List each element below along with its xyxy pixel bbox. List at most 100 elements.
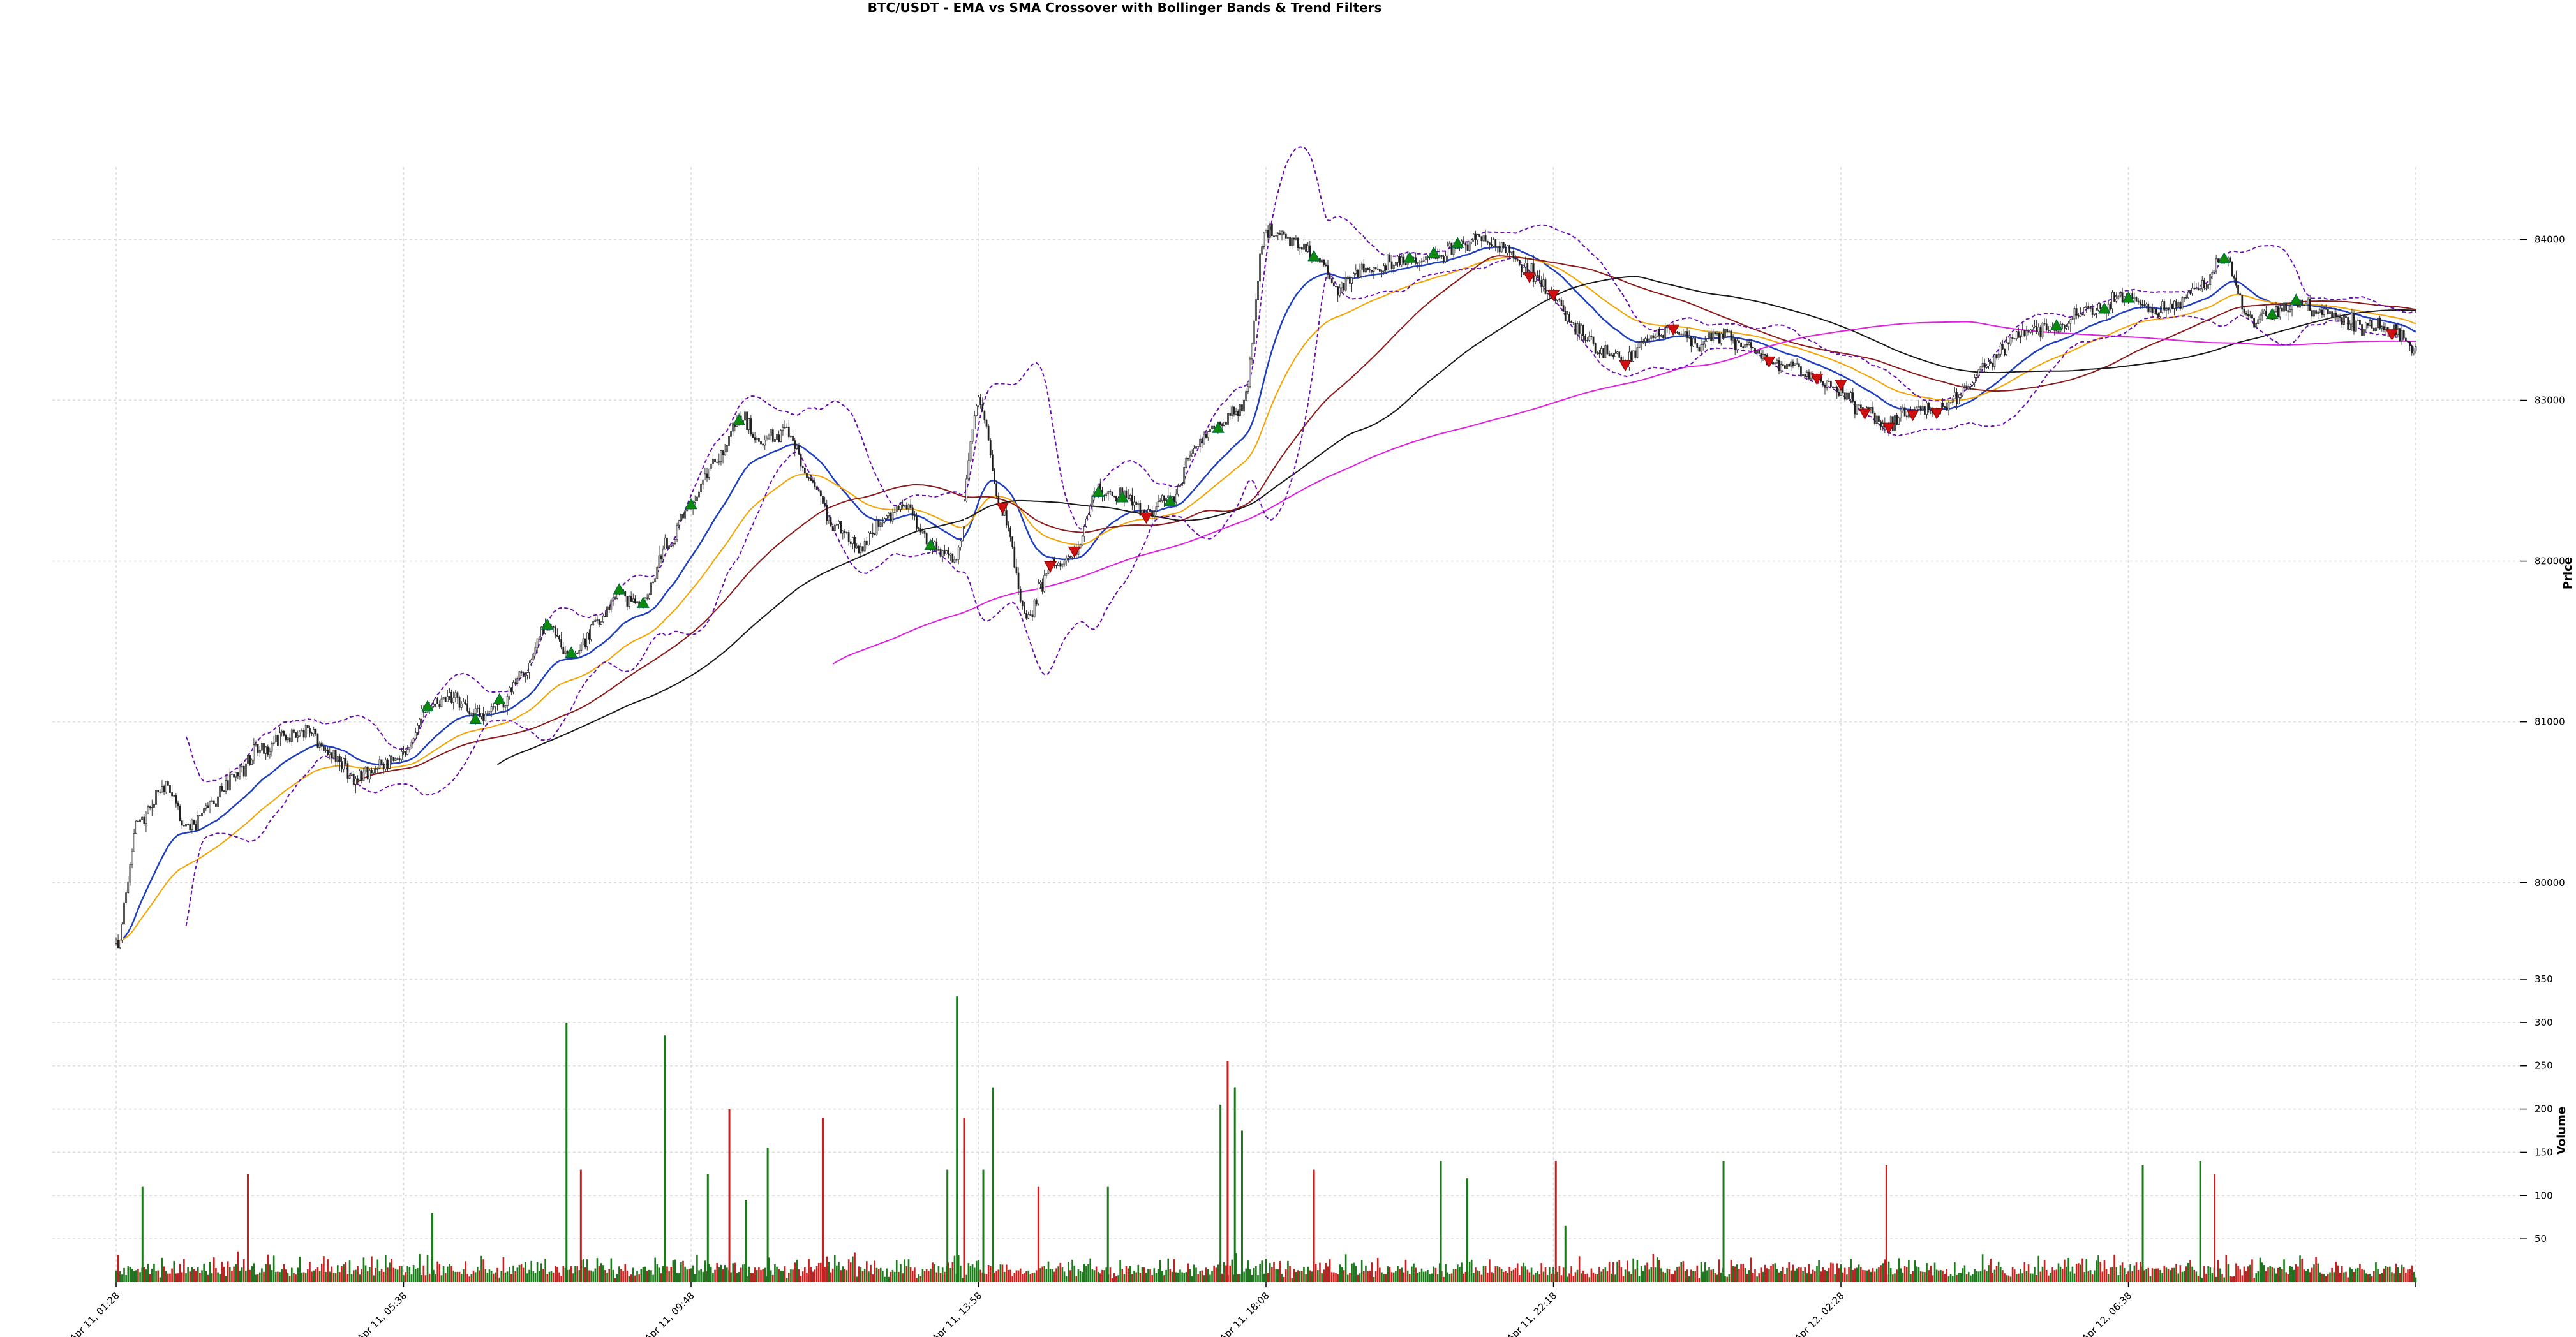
candle-body [182, 825, 185, 827]
volume-bar [1598, 1267, 1600, 1282]
volume-bar [1059, 1262, 1062, 1282]
candle-body [2233, 276, 2235, 279]
candle-body [398, 758, 401, 760]
candle-body [1505, 247, 1507, 254]
volume-bar [1454, 1269, 1457, 1282]
candle-body [730, 431, 732, 437]
volume-tick-label: 150 [2535, 1146, 2553, 1158]
volume-bar [1063, 1271, 1066, 1282]
candle-body [1956, 392, 1958, 404]
candle-body [1177, 486, 1179, 495]
candle-body [1944, 406, 1946, 408]
candle-body [1348, 276, 1351, 284]
volume-bar [2007, 1275, 2010, 1282]
volume-spike-bar [2199, 1161, 2201, 1282]
candle-body [2087, 306, 2090, 309]
candle-body [1776, 360, 1778, 364]
volume-bar [1299, 1271, 1301, 1282]
candle-body [1373, 267, 1375, 272]
candle-body [1634, 350, 1637, 358]
candle-body [1193, 448, 1195, 454]
volume-bar [678, 1273, 680, 1282]
candle-body [329, 752, 331, 755]
candle-body [201, 813, 203, 816]
candle-body [1754, 348, 1756, 353]
volume-bar [612, 1269, 614, 1282]
candle-body [664, 537, 666, 550]
candle-body [1387, 254, 1389, 271]
volume-bar [1872, 1268, 1874, 1282]
candle-body [1496, 246, 1499, 248]
volume-bar [516, 1267, 519, 1282]
volume-bar [586, 1259, 588, 1282]
volume-bar [2311, 1267, 2313, 1282]
volume-bar [1776, 1269, 1778, 1282]
candle-body [600, 621, 602, 625]
candle-body [1024, 605, 1025, 614]
volume-bar [1494, 1266, 1497, 1282]
candle-body [696, 496, 698, 501]
volume-bar [690, 1268, 692, 1282]
volume-bar [1812, 1269, 1814, 1282]
candle-body [1027, 614, 1030, 619]
candle-body [454, 692, 457, 698]
candle-body [1640, 341, 1642, 343]
candle-body [584, 638, 586, 647]
volume-bar [1095, 1266, 1098, 1282]
volume-bar [686, 1269, 689, 1282]
volume-bar [258, 1272, 261, 1282]
volume-bar [203, 1263, 205, 1282]
volume-bar [616, 1274, 618, 1282]
candle-body [195, 824, 197, 831]
candle-body [2080, 314, 2081, 317]
volume-bar [1750, 1257, 1752, 1282]
candle-body [1507, 245, 1508, 254]
volume-bar [1584, 1274, 1586, 1282]
volume-bar [804, 1267, 806, 1282]
volume-bar [771, 1274, 774, 1282]
volume-bar [1119, 1260, 1121, 1282]
candle-body [2151, 307, 2154, 314]
volume-bar [774, 1264, 776, 1282]
volume-bar [2411, 1265, 2413, 1282]
volume-bar [785, 1278, 788, 1282]
volume-bar [239, 1270, 241, 1282]
candle-body [1963, 385, 1966, 387]
candle-body [1125, 490, 1128, 498]
volume-bar [1043, 1266, 1046, 1282]
volume-bar [2319, 1272, 2321, 1282]
candle-body [1616, 351, 1619, 354]
volume-bar [408, 1267, 411, 1282]
volume-bar [590, 1270, 592, 1282]
candle-body [1992, 362, 1994, 367]
volume-bar [318, 1271, 321, 1282]
volume-bar [1323, 1269, 1325, 1282]
volume-bar [558, 1272, 560, 1282]
volume-bar [1149, 1269, 1151, 1282]
candle-body [1179, 485, 1181, 487]
volume-bar [1311, 1271, 1313, 1282]
candle-body [891, 512, 894, 522]
volume-bar [460, 1273, 463, 1282]
candle-body [1237, 411, 1239, 417]
volume-bar [618, 1266, 620, 1282]
volume-bar [1578, 1256, 1581, 1282]
volume-bar [2299, 1255, 2301, 1282]
volume-bar [281, 1269, 283, 1282]
volume-bar [636, 1270, 638, 1282]
volume-bar [1390, 1272, 1393, 1282]
candle-body [1472, 233, 1475, 240]
volume-bar [421, 1274, 422, 1282]
candle-body [237, 772, 239, 777]
candle-body [1736, 340, 1738, 350]
volume-bar [2321, 1273, 2323, 1282]
x-tick-label: Apr 11, 05:38 [355, 1290, 409, 1337]
volume-bar [1622, 1276, 1625, 1282]
volume-bar [2197, 1275, 2200, 1282]
candle-body [1109, 491, 1112, 492]
volume-bar [1093, 1270, 1096, 1282]
sell-signal-marker [1835, 380, 1847, 391]
candle-body [1259, 253, 1262, 282]
volume-bar [127, 1266, 130, 1282]
candle-body [728, 436, 730, 446]
